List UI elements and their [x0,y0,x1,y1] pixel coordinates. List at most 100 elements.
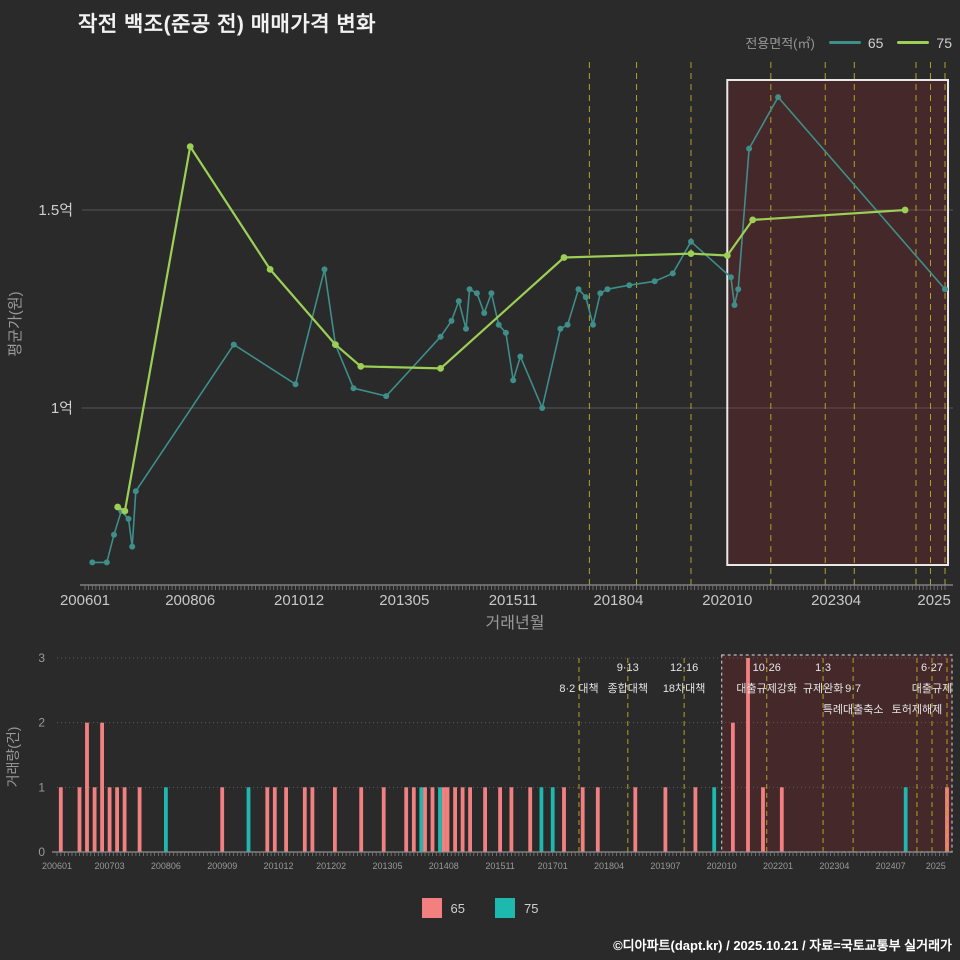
price-point-65[interactable] [111,531,117,538]
volume-bar-65[interactable] [562,787,566,852]
volume-bar-65[interactable] [779,787,784,852]
price-point-75[interactable] [186,143,194,151]
price-point-65[interactable] [590,321,596,328]
volume-bar-65[interactable] [528,787,533,852]
volume-bar-65[interactable] [333,787,337,852]
price-point-65[interactable] [321,266,328,273]
price-point-75[interactable] [357,363,365,370]
volume-bar-65[interactable] [945,787,949,852]
volume-bar-65[interactable] [498,787,502,852]
volume-bar-65[interactable] [483,787,487,852]
price-point-75[interactable] [437,365,444,372]
price-point-65[interactable] [437,333,444,340]
price-point-65[interactable] [575,286,582,293]
volume-bar-65[interactable] [58,787,63,852]
volume-bar-65[interactable] [460,787,465,852]
volume-bar-65[interactable] [115,787,119,852]
price-point-65[interactable] [727,274,734,281]
price-point-75[interactable] [266,266,274,273]
volume-bar-65[interactable] [272,787,277,852]
volume-bar-65[interactable] [693,787,698,852]
price-point-75[interactable] [332,341,339,348]
price-point-65[interactable] [488,290,495,297]
price-series-65[interactable] [89,94,948,566]
volume-bar-65[interactable] [122,787,127,852]
price-point-65[interactable] [448,317,455,324]
price-point-65[interactable] [651,278,658,285]
volume-bar-65[interactable] [445,787,450,852]
volume-bar-65[interactable] [430,787,435,852]
volume-bar-75[interactable] [419,787,424,852]
price-point-65[interactable] [775,94,782,101]
volume-bar-65[interactable] [404,787,409,852]
price-point-65[interactable] [129,543,136,550]
volume-bar-75[interactable] [712,787,717,852]
price-point-75[interactable] [749,216,757,224]
volume-bar-65[interactable] [731,722,735,852]
volume-bar-65[interactable] [761,787,765,852]
price-point-65[interactable] [473,290,480,297]
price-point-75[interactable] [560,254,568,261]
price-point-65[interactable] [731,302,738,308]
price-point-65[interactable] [626,282,633,289]
volume-bar-65[interactable] [100,722,104,852]
volume-bar-65[interactable] [137,787,142,852]
volume-bar-65[interactable] [633,787,638,852]
price-point-65[interactable] [582,294,589,301]
price-point-65[interactable] [564,321,571,328]
price-point-75[interactable] [687,250,695,257]
volume-bar-65[interactable] [85,722,89,852]
price-point-75[interactable] [723,252,731,259]
price-point-65[interactable] [89,559,96,566]
volume-bar-65[interactable] [595,787,600,852]
volume-bar-75[interactable] [438,787,442,852]
volume-bar-75[interactable] [164,787,168,852]
price-point-65[interactable] [350,385,357,392]
volume-bar-65[interactable] [92,787,97,852]
price-point-65[interactable] [230,341,237,348]
volume-bar-65[interactable] [220,787,225,852]
price-point-65[interactable] [383,393,390,400]
price-point-65[interactable] [746,145,753,152]
volume-bar-65[interactable] [265,787,270,852]
price-point-65[interactable] [942,286,948,293]
volume-bar-65[interactable] [302,787,307,852]
volume-bar-75[interactable] [550,787,555,852]
volume-bar-65[interactable] [746,658,750,852]
price-point-75[interactable] [121,507,129,515]
price-point-65[interactable] [466,286,473,293]
price-point-65[interactable] [604,286,611,293]
volume-bar-65[interactable] [441,787,446,852]
price-point-65[interactable] [481,310,488,316]
volume-bar-65[interactable] [359,787,364,852]
price-point-65[interactable] [517,353,524,360]
price-point-65[interactable] [688,238,694,245]
volume-bar-65[interactable] [468,787,472,852]
price-point-65[interactable] [539,405,546,411]
price-point-65[interactable] [463,325,469,332]
price-point-65[interactable] [735,286,742,293]
price-point-65[interactable] [132,488,139,495]
volume-bar-65[interactable] [411,787,416,852]
volume-bar-65[interactable] [580,787,585,852]
volume-bar-65[interactable] [77,787,82,852]
price-series-75[interactable] [114,143,909,515]
price-point-65[interactable] [669,270,676,277]
price-point-65[interactable] [495,321,502,328]
price-point-65[interactable] [510,377,517,384]
volume-bar-65[interactable] [310,787,315,852]
price-point-65[interactable] [103,559,110,566]
volume-bar-65[interactable] [423,787,427,852]
volume-bar-65[interactable] [509,787,514,852]
price-point-65[interactable] [597,290,604,297]
volume-bar-65[interactable] [663,787,668,852]
price-point-75[interactable] [901,206,909,214]
price-point-65[interactable] [557,325,564,332]
volume-bar-65[interactable] [284,787,288,852]
volume-bars[interactable] [58,658,949,852]
volume-bar-65[interactable] [107,787,112,852]
price-point-65[interactable] [502,329,509,336]
price-point-75[interactable] [114,503,122,511]
volume-bar-65[interactable] [453,787,457,852]
price-point-65[interactable] [455,298,462,305]
